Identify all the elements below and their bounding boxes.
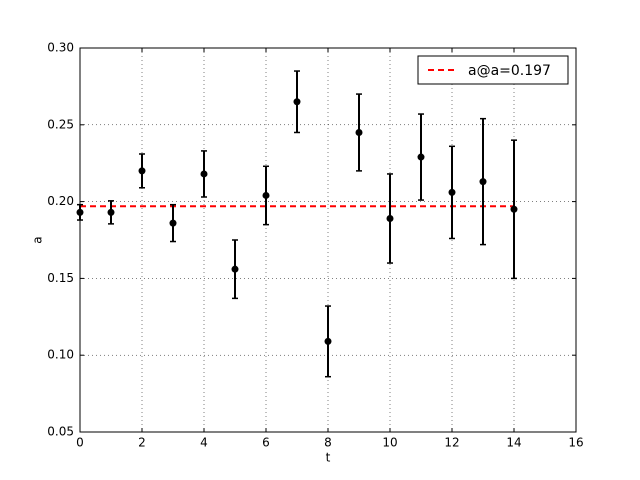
x-tick-label: 10 bbox=[382, 436, 397, 450]
data-point bbox=[293, 98, 301, 106]
plot-frame bbox=[79, 47, 577, 433]
data-point bbox=[324, 337, 332, 345]
x-axis-label: t bbox=[326, 451, 331, 465]
data-point bbox=[262, 191, 270, 199]
data-point bbox=[355, 128, 363, 136]
data-point bbox=[510, 205, 518, 213]
y-tick-label: 0.25 bbox=[47, 117, 74, 131]
x-tick-label: 14 bbox=[506, 436, 521, 450]
x-tick-label: 12 bbox=[444, 436, 459, 450]
x-tick-label: 2 bbox=[138, 436, 146, 450]
x-tick-label: 4 bbox=[200, 436, 208, 450]
legend-label: a@a=0.197 bbox=[468, 63, 551, 79]
x-tick-label: 0 bbox=[76, 436, 84, 450]
y-tick-label: 0.05 bbox=[47, 425, 74, 439]
y-tick-label: 0.10 bbox=[47, 348, 74, 362]
x-tick-label: 6 bbox=[262, 436, 270, 450]
y-tick-label: 0.20 bbox=[47, 194, 74, 208]
y-tick-label: 0.30 bbox=[47, 41, 74, 55]
data-point bbox=[479, 178, 487, 186]
data-point bbox=[386, 214, 394, 222]
data-point bbox=[448, 188, 456, 196]
data-point bbox=[231, 265, 239, 273]
data-point bbox=[200, 170, 208, 178]
data-point bbox=[107, 208, 115, 216]
y-tick-label: 0.15 bbox=[47, 271, 74, 285]
x-tick-label: 8 bbox=[324, 436, 332, 450]
data-point bbox=[417, 153, 425, 161]
data-point bbox=[169, 219, 177, 227]
y-axis-label: a bbox=[31, 236, 45, 243]
data-point bbox=[138, 167, 146, 175]
x-tick-label: 16 bbox=[568, 436, 583, 450]
